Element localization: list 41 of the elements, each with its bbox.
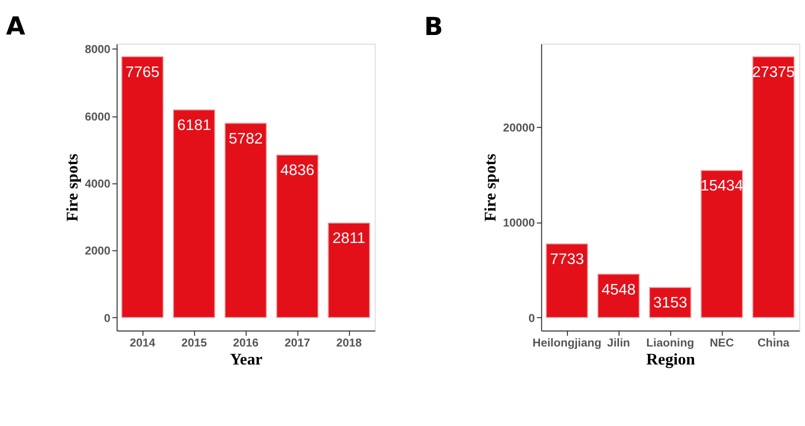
y-axis-title: Fire spots (63, 154, 82, 222)
chart-title: A (6, 11, 26, 40)
data-label: 6181 (177, 116, 212, 134)
y-tick-label: 10000 (503, 218, 535, 230)
data-label: 4836 (280, 162, 314, 180)
y-tick-label: 4000 (84, 178, 110, 190)
bar (700, 170, 743, 318)
x-tick-label: China (758, 337, 790, 350)
bar (276, 154, 318, 318)
x-tick-label: NEC (710, 337, 734, 350)
data-label: 7765 (125, 64, 160, 81)
y-tick-label: 8000 (84, 44, 110, 56)
y-tick-label: 20000 (503, 122, 535, 134)
y-tick-label: 0 (104, 312, 110, 325)
y-tick-label: 2000 (84, 246, 110, 258)
bar (597, 274, 640, 318)
chart-title: B (424, 12, 444, 42)
x-tick-label: Heilongjiang (532, 337, 602, 350)
x-axis-title: Year (230, 350, 262, 368)
bar (172, 109, 216, 318)
x-axis-title: Region (646, 350, 696, 368)
x-tick-label: 2014 (130, 337, 156, 350)
y-axis-title: Fire spots (481, 154, 500, 222)
x-tick-label: Liaoning (646, 337, 694, 350)
x-tick-label: 2017 (284, 337, 310, 350)
data-label: 7733 (550, 250, 584, 268)
y-tick-label: 6000 (84, 111, 110, 124)
bar (224, 122, 267, 318)
data-label: 2811 (332, 230, 366, 248)
bar (546, 243, 588, 318)
x-tick-label: 2016 (232, 337, 258, 350)
bar (328, 222, 370, 318)
data-label: 5782 (228, 130, 263, 148)
bar (752, 56, 795, 318)
data-label: 3153 (653, 294, 688, 312)
y-tick-label: 0 (528, 312, 535, 325)
x-tick-label: 2015 (181, 337, 208, 350)
x-tick-label: 2018 (336, 337, 362, 350)
x-tick-label: Jilin (607, 337, 630, 350)
bar (121, 56, 164, 318)
data-label: 4548 (602, 281, 636, 298)
